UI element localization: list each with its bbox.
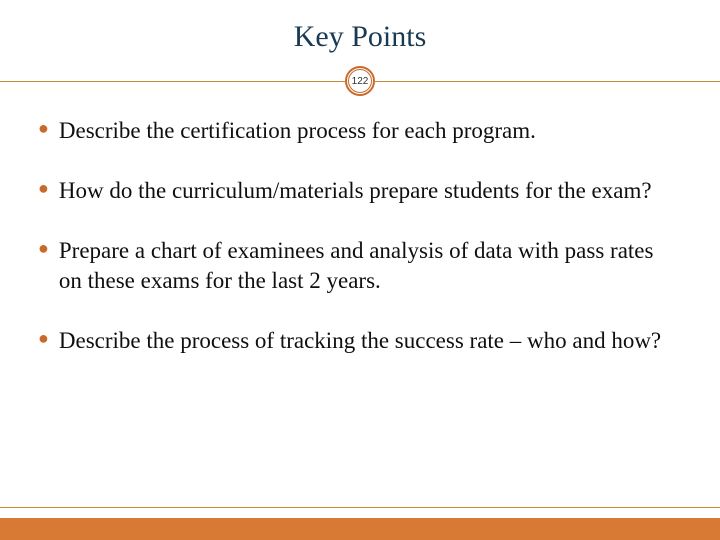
list-item: ● How do the curriculum/materials prepar… (38, 176, 682, 206)
bullet-icon: ● (38, 176, 49, 201)
bullet-icon: ● (38, 116, 49, 141)
page-number: 122 (352, 76, 369, 87)
bullet-icon: ● (38, 326, 49, 351)
divider-row: 122 (0, 66, 720, 96)
slide-container: Key Points 122 ● Describe the certificat… (0, 0, 720, 540)
page-badge: 122 (345, 66, 375, 96)
bullet-text: Describe the process of tracking the suc… (59, 326, 661, 356)
bullet-text: Describe the certification process for e… (59, 116, 536, 146)
content-area: ● Describe the certification process for… (0, 116, 720, 355)
list-item: ● Describe the certification process for… (38, 116, 682, 146)
bullet-text: How do the curriculum/materials prepare … (59, 176, 652, 206)
bottom-divider (0, 507, 720, 508)
bottom-accent-bar (0, 518, 720, 540)
slide-title: Key Points (0, 20, 720, 54)
bullet-text: Prepare a chart of examinees and analysi… (59, 236, 682, 296)
list-item: ● Prepare a chart of examinees and analy… (38, 236, 682, 296)
bullet-icon: ● (38, 236, 49, 261)
list-item: ● Describe the process of tracking the s… (38, 326, 682, 356)
